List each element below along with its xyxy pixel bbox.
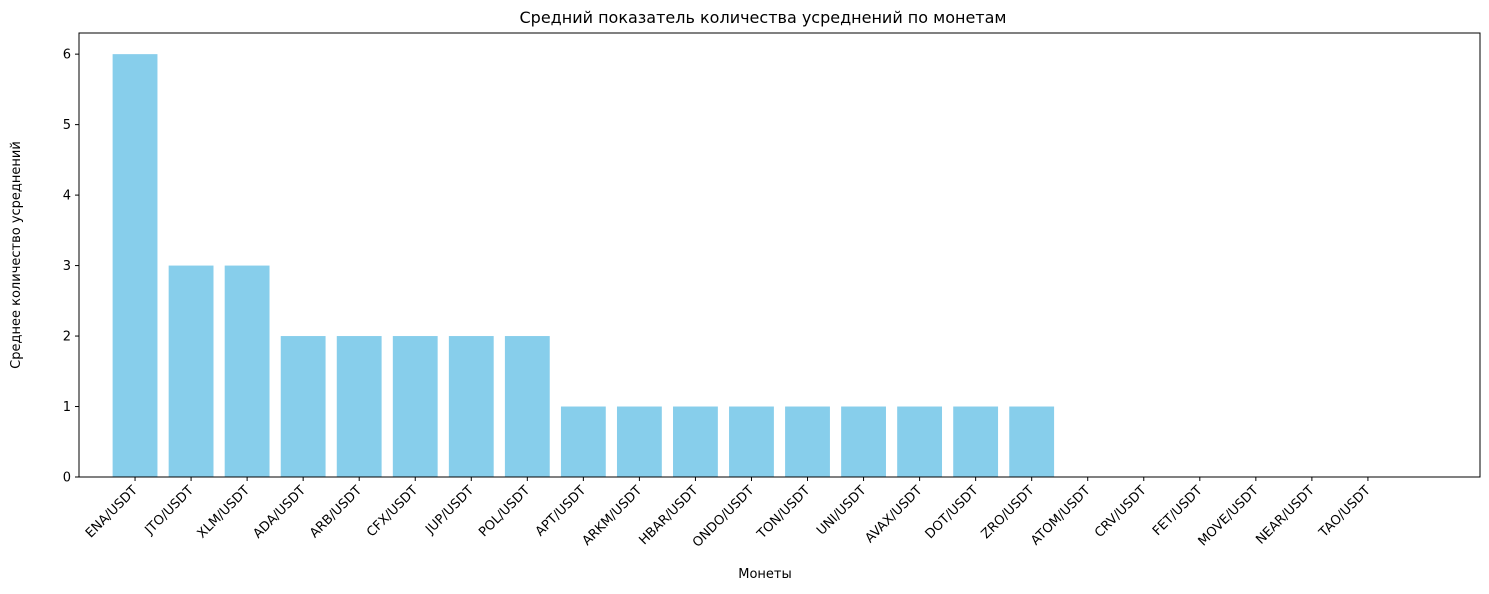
bar [336, 336, 382, 477]
x-tick-label: MOVE/USDT [1196, 483, 1262, 549]
x-tick-label: POL/USDT [476, 483, 533, 540]
bar [729, 406, 774, 477]
bar [168, 265, 214, 477]
bar [392, 336, 438, 477]
x-tick-label: CFX/USDT [364, 483, 421, 540]
x-tick-label: ZRO/USDT [979, 483, 1038, 542]
bar [673, 406, 718, 477]
x-tick-label: CRV/USDT [1092, 483, 1150, 541]
x-tick-label: NEAR/USDT [1253, 483, 1317, 547]
bars-layer [112, 54, 1055, 477]
bar [560, 406, 606, 477]
x-tick-label: JTO/USDT [142, 483, 197, 538]
bar [841, 406, 886, 477]
bar [280, 336, 326, 477]
y-tick-label: 3 [63, 259, 71, 274]
bar [785, 406, 830, 477]
bar [953, 406, 999, 477]
chart-title: Средний показатель количества усреднений… [520, 8, 1007, 27]
bar [897, 406, 943, 477]
y-axis-label: Среднее количество усреднений [9, 141, 24, 369]
bar [504, 336, 550, 477]
x-tick-label: AVAX/USDT [862, 483, 925, 546]
y-tick-label: 1 [63, 400, 71, 415]
bar [616, 406, 662, 477]
x-axis-label: Монеты [738, 567, 792, 582]
bar [224, 265, 270, 477]
y-tick-label: 2 [63, 330, 71, 345]
y-tick-label: 4 [63, 189, 71, 204]
x-tick-label: TON/USDT [754, 483, 813, 542]
x-tick-label: APT/USDT [533, 483, 589, 539]
x-axis: ENA/USDT JTO/USDTXLM/USDTADA/USDTARB/USDT… [83, 477, 1374, 551]
x-tick-label: JUP/USDT [422, 483, 477, 538]
y-tick-label: 6 [63, 48, 71, 63]
x-tick-label: ARKM/USDT [580, 483, 646, 549]
y-tick-label: 0 [63, 471, 71, 486]
x-tick-label: XLM/USDT [195, 483, 253, 541]
x-tick-label: UNI/USDT [814, 483, 869, 538]
y-axis: 0 1 2 3 4 5 6 [63, 48, 79, 486]
bar [1009, 406, 1055, 477]
x-tick-label: ENA/USDT [83, 483, 141, 541]
x-tick-label: FET/USDT [1150, 483, 1206, 539]
y-tick-label: 5 [63, 118, 71, 133]
bar [112, 54, 158, 477]
x-tick-label: TAO/USDT [1316, 483, 1374, 541]
x-tick-label: DOT/USDT [923, 483, 982, 542]
bar [448, 336, 494, 477]
plot-frame [78, 32, 1481, 478]
x-tick-label: ADA/USDT [251, 483, 309, 541]
x-tick-label: ATOM/USDT [1028, 483, 1093, 548]
x-tick-label: ARB/USDT [307, 483, 365, 541]
